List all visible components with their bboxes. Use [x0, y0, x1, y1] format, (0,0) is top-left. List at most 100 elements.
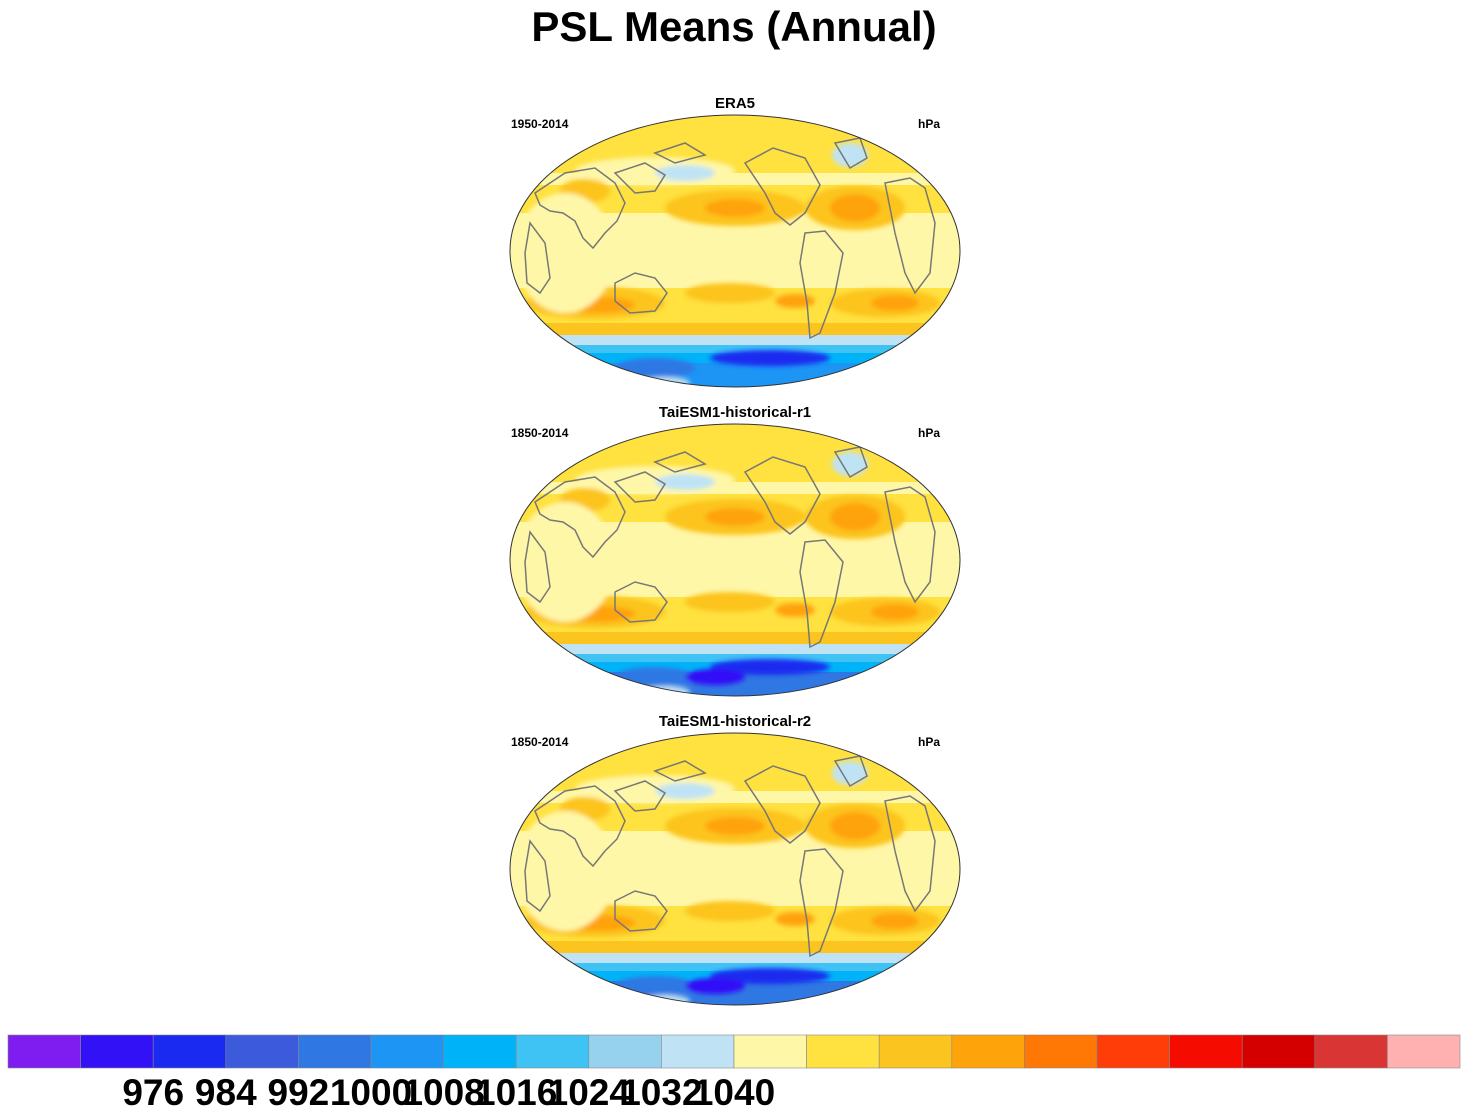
coastline: [524, 839, 551, 913]
pressure-cell: [655, 474, 715, 490]
panel-title: TaiESM1-historical-r2: [658, 713, 812, 730]
colorbar-segment: [878, 1034, 953, 1069]
panel-units: hPa: [917, 426, 940, 440]
pressure-cell: [830, 194, 880, 222]
pressure-cell: [871, 913, 919, 929]
colorbar-segment: [1241, 1034, 1316, 1069]
colorbar-tick-label: 1024: [547, 1072, 630, 1113]
colorbar-tick-label: 984: [194, 1072, 257, 1113]
coastline: [743, 147, 821, 226]
colorbar-tick-label: 1040: [692, 1072, 776, 1113]
coastline: [833, 755, 868, 788]
colorbar-tick-label: 1016: [475, 1072, 558, 1113]
coastline: [613, 162, 667, 194]
pressure-cell: [832, 761, 868, 785]
psl-map-era5: [509, 114, 961, 388]
panel-period: 1850-2014: [511, 735, 569, 749]
pressure-band: [510, 424, 960, 482]
colorbar-segment: [806, 1034, 880, 1069]
colorbar-segment: [7, 1034, 81, 1069]
pressure-cell: [655, 783, 715, 799]
colorbar-segment: [225, 1034, 299, 1069]
coastline: [743, 765, 821, 844]
pressure-cell: [655, 165, 715, 181]
pressure-cell: [585, 688, 665, 696]
pressure-band: [510, 115, 960, 173]
coastline: [613, 780, 667, 812]
pressure-cell: [685, 978, 745, 994]
pressure-cell: [710, 350, 830, 366]
coastline: [833, 137, 868, 170]
pressure-cell: [685, 283, 775, 303]
pressure-cell: [775, 912, 815, 926]
colorbar-tick-label: 1000: [329, 1072, 413, 1113]
coastline: [524, 221, 551, 295]
pressure-band: [510, 632, 960, 644]
pressure-band: [510, 953, 960, 963]
colorbar-segment: [1024, 1034, 1098, 1069]
coastline: [534, 476, 626, 559]
colorbar-segment: [1096, 1034, 1170, 1069]
map-boundary: [509, 114, 961, 388]
coastline: [884, 177, 936, 295]
panel-period: 1850-2014: [511, 426, 569, 440]
pressure-cell: [832, 143, 868, 167]
pressure-cell: [685, 592, 775, 612]
pressure-band: [510, 654, 960, 662]
pressure-cell: [830, 503, 880, 531]
pressure-cell: [685, 901, 775, 921]
colorbar-tick-label: 1008: [402, 1072, 485, 1113]
colorbar-segment: [298, 1034, 372, 1069]
panel-taiesm1-r1: TaiESM1-historical-r1 1850-2014 hPa: [505, 404, 965, 704]
colorbar-tick-label: 1032: [620, 1072, 703, 1113]
colorbar-segment: [1314, 1034, 1388, 1069]
pressure-band: [510, 941, 960, 953]
pressure-cell: [615, 667, 695, 687]
coastline: [799, 539, 844, 649]
colorbar: [7, 1034, 1461, 1069]
pressure-cell: [515, 502, 615, 622]
coastline: [799, 848, 844, 958]
pressure-band: [510, 963, 960, 971]
pressure-cell: [710, 659, 830, 675]
panel-period: 1950-2014: [511, 117, 569, 131]
coastline: [614, 890, 668, 932]
pressure-cell: [615, 358, 695, 378]
coastline: [884, 795, 936, 913]
pressure-cell: [705, 199, 765, 217]
coastline: [524, 530, 551, 604]
pressure-cell: [871, 604, 919, 620]
colorbar-segment: [951, 1034, 1025, 1069]
colorbar-segment: [1169, 1034, 1243, 1069]
pressure-cell: [585, 997, 665, 1005]
colorbar-segment: [80, 1034, 154, 1069]
psl-map-taiesm1-r2: [509, 732, 961, 1006]
coastline: [653, 451, 707, 473]
map-boundary: [509, 423, 961, 697]
colorbar-segment: [370, 1034, 444, 1069]
coastline: [614, 581, 668, 623]
psl-map-taiesm1-r1: [509, 423, 961, 697]
coastline: [743, 456, 821, 535]
main-title: PSL Means (Annual): [531, 3, 937, 50]
colorbar-segment: [588, 1034, 662, 1069]
coastline: [653, 142, 707, 164]
panel-units: hPa: [917, 735, 940, 749]
panel-taiesm1-r2: TaiESM1-historical-r2 1850-2014 hPa: [505, 713, 965, 1013]
coastline: [534, 167, 626, 250]
colorbar-segment: [1387, 1034, 1461, 1069]
pressure-cell: [871, 295, 919, 311]
pressure-band: [510, 323, 960, 335]
coastline: [799, 230, 844, 340]
pressure-band: [510, 644, 960, 654]
pressure-cell: [775, 603, 815, 617]
coastline: [614, 272, 668, 314]
colorbar-segment: [661, 1034, 735, 1069]
pressure-cell: [775, 294, 815, 308]
pressure-cell: [705, 817, 765, 835]
panel-era5: ERA5 1950-2014 hPa: [505, 95, 965, 395]
pressure-cell: [615, 976, 695, 996]
colorbar-segment: [443, 1034, 517, 1069]
panel-units: hPa: [917, 117, 940, 131]
colorbar-segment: [733, 1034, 807, 1069]
